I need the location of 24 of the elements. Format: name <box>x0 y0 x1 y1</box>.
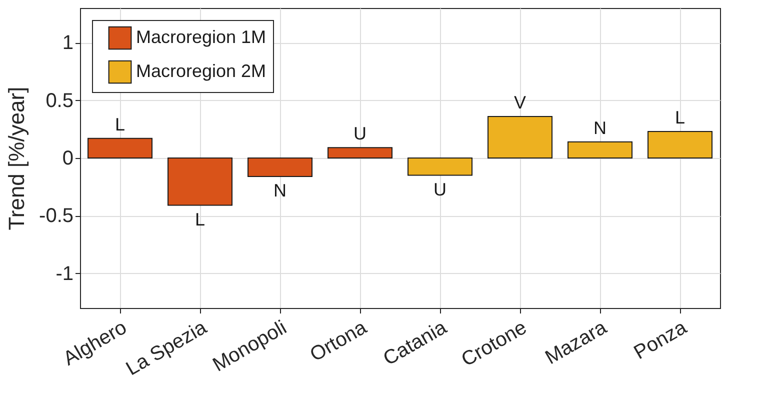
y-tick-label: 0.5 <box>46 90 74 112</box>
annotation: L <box>674 107 686 128</box>
bar <box>88 138 152 158</box>
annotation: L <box>194 209 206 230</box>
legend-label: Macroregion 1M <box>136 27 266 47</box>
annotation: V <box>514 92 526 112</box>
y-tick-label: 0 <box>62 148 74 170</box>
annotation: N <box>594 118 606 138</box>
annotation: N <box>274 180 286 200</box>
annotation: U <box>434 179 446 200</box>
bar <box>568 141 632 158</box>
bar <box>248 158 312 177</box>
bar <box>648 130 712 158</box>
annotation: U <box>354 124 366 144</box>
bar <box>408 158 472 176</box>
y-axis-title: Trend [%/year] <box>4 86 30 230</box>
legend-label: Macroregion 2M <box>136 61 266 81</box>
y-tick-label: -0.5 <box>39 205 74 228</box>
y-tick-label: 1 <box>62 32 74 54</box>
bar <box>328 147 392 158</box>
annotation: L <box>114 114 126 134</box>
bar <box>168 158 232 206</box>
y-tick-label: -1 <box>56 262 74 285</box>
bar <box>488 116 552 158</box>
